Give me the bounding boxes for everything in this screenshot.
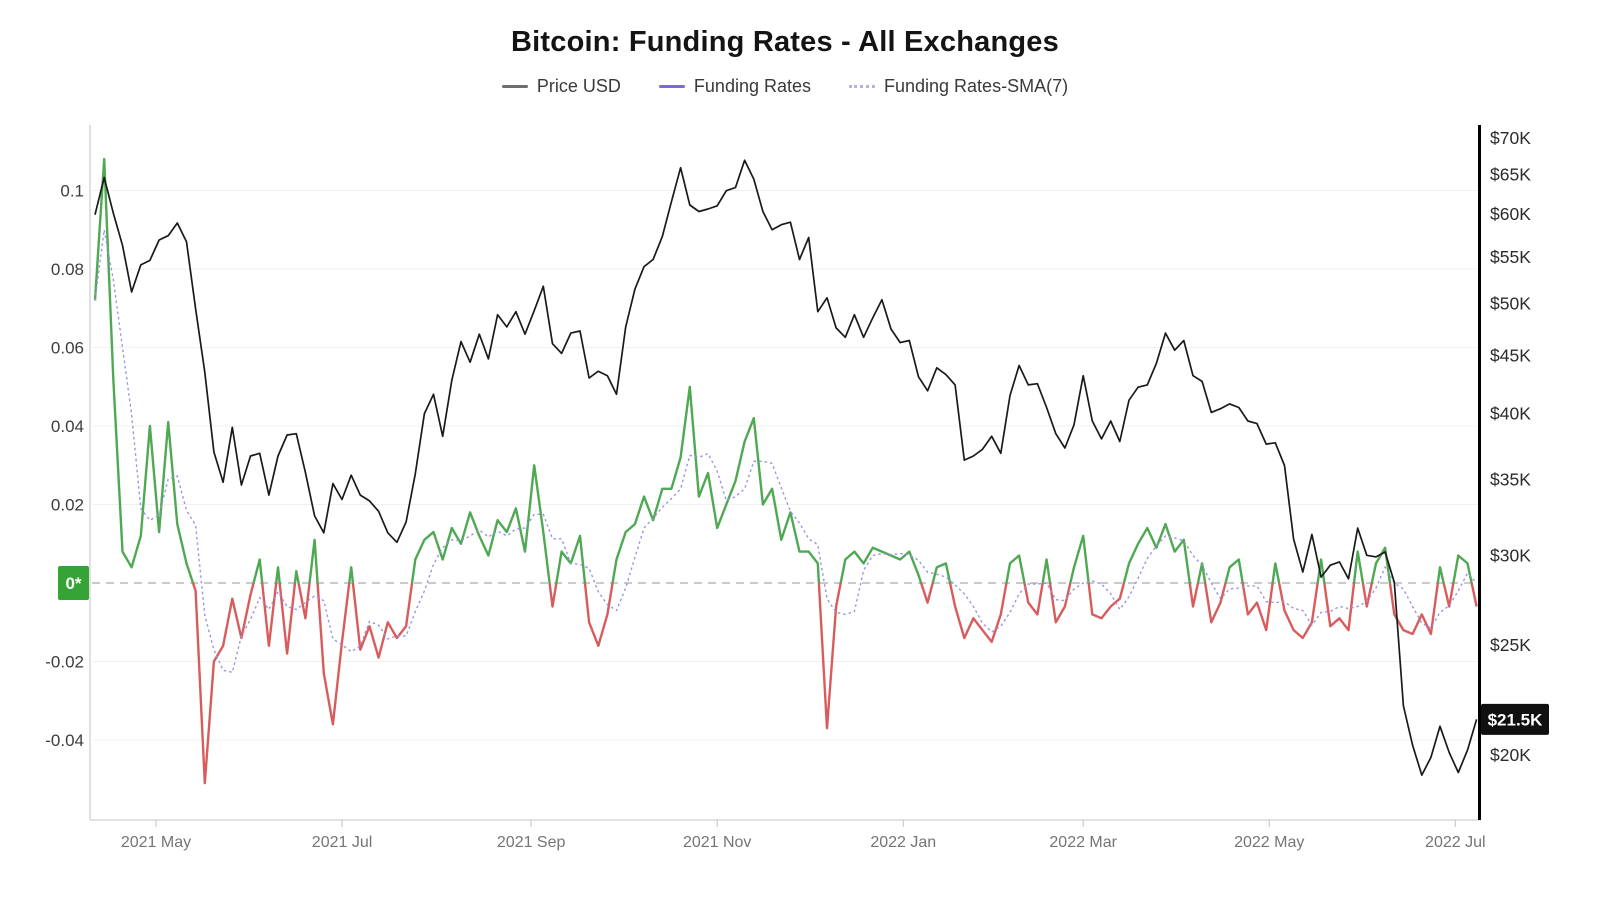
funding-rates-sma-line [94, 229, 1478, 674]
right-axis-tick-label: $60K [1490, 204, 1531, 224]
price-line-swatch-icon [501, 85, 528, 88]
x-axis-tick-label: 2021 May [121, 834, 191, 851]
sma-dotted-swatch-icon [849, 85, 875, 88]
right-axis-tick-label: $25K [1490, 635, 1531, 655]
left-axis-tick-label: 0.1 [60, 182, 84, 201]
x-axis-tick-label: 2021 Jul [312, 834, 373, 851]
right-axis-tick-label: $20K [1490, 745, 1531, 765]
price-usd-line [94, 159, 1478, 776]
funding-rates-line-positive [93, 157, 1473, 583]
left-axis-tick-label: -0.02 [45, 653, 84, 672]
left-axis-tick-label: 0.08 [51, 260, 84, 279]
legend-label: Funding Rates-SMA(7) [884, 76, 1069, 96]
right-axis-tick-label: $35K [1490, 469, 1531, 489]
right-axis-tick-label: $45K [1490, 346, 1531, 366]
right-axis-tick-label: $55K [1490, 247, 1531, 267]
zero-badge [58, 566, 89, 600]
legend-item-funding-sma[interactable]: Funding Rates-SMA(7) [849, 76, 1068, 97]
left-axis-tick-label: -0.04 [45, 731, 84, 750]
legend-label: Funding Rates [693, 76, 811, 96]
funding-line-swatch-icon [658, 85, 685, 88]
legend-label: Price USD [536, 76, 621, 96]
legend-item-price-usd[interactable]: Price USD [501, 76, 621, 97]
x-axis-tick-label: 2022 May [1234, 834, 1304, 851]
x-axis-tick-label: 2022 Jul [1425, 834, 1486, 851]
x-axis-tick-label: 2022 Jan [870, 834, 936, 851]
left-axis-tick-label: 0.04 [51, 417, 84, 436]
right-axis-tick-label: $40K [1490, 404, 1531, 424]
zero-badge-label: 0* [65, 574, 81, 593]
legend-item-funding-rates[interactable]: Funding Rates [658, 76, 811, 97]
x-axis-tick-label: 2021 Sep [497, 834, 566, 851]
right-axis-tick-label: $65K [1490, 164, 1531, 184]
chart-title: Bitcoin: Funding Rates - All Exchanges [511, 26, 1059, 58]
left-axis-tick-label: 0.02 [51, 496, 84, 515]
current-price-badge-label: $21.5K [1488, 710, 1544, 729]
left-axis-tick-label: 0.06 [51, 339, 84, 358]
x-axis-tick-label: 2022 Mar [1049, 834, 1117, 851]
right-axis-tick-label: $30K [1490, 545, 1531, 565]
x-axis-tick-label: 2021 Nov [683, 834, 752, 851]
right-axis-tick-label: $50K [1490, 294, 1531, 314]
right-axis-tick-label: $70K [1490, 128, 1531, 148]
legend: Price USD Funding Rates Funding Rates-SM… [0, 76, 1570, 97]
funding-rates-line-negative [191, 583, 1478, 785]
current-price-badge [1481, 703, 1549, 735]
